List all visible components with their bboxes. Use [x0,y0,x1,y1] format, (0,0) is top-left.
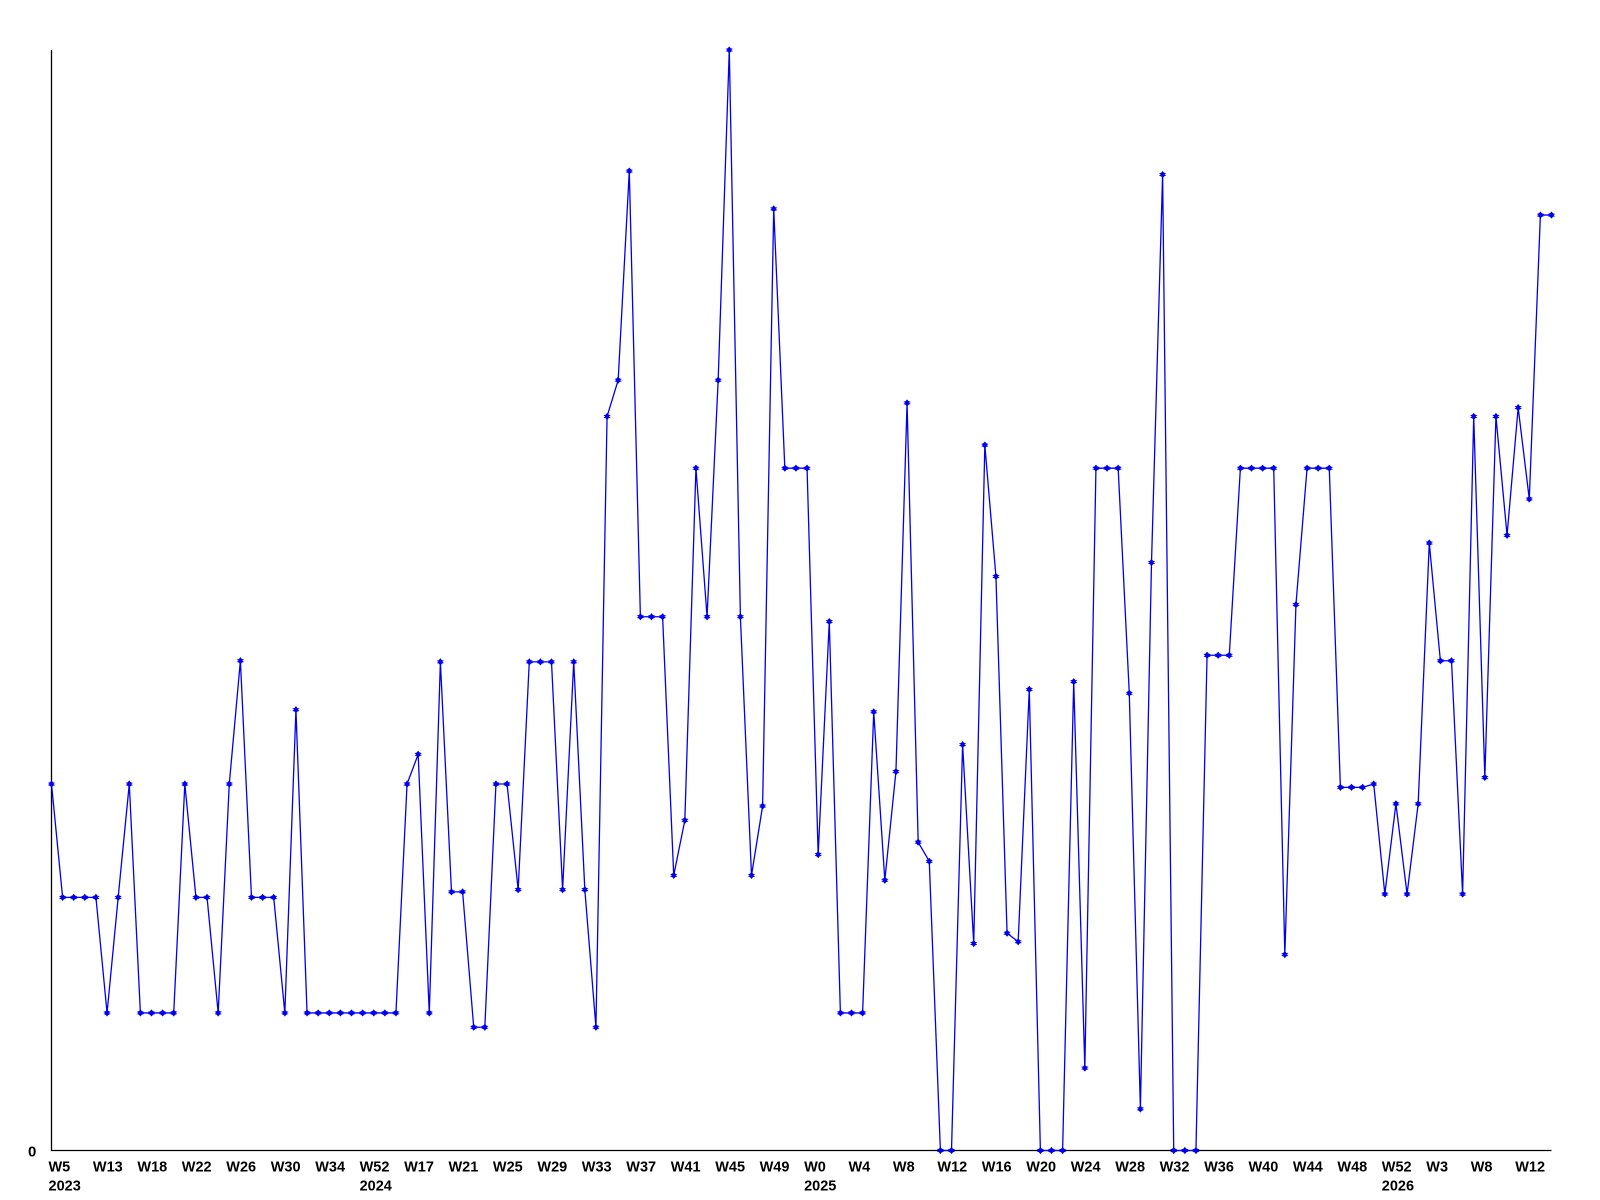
svg-text:W0: W0 [804,1160,826,1176]
svg-text:W29: W29 [537,1160,567,1176]
svg-text:W32: W32 [1160,1160,1190,1176]
svg-text:2025: 2025 [804,1179,836,1195]
svg-text:0: 0 [28,1144,36,1161]
svg-text:W22: W22 [182,1160,212,1176]
svg-text:W8: W8 [893,1160,915,1176]
svg-text:2026: 2026 [1382,1179,1414,1195]
svg-text:W12: W12 [1515,1160,1545,1176]
svg-text:W44: W44 [1293,1160,1323,1176]
svg-text:W37: W37 [626,1160,656,1176]
svg-text:W3: W3 [1426,1160,1448,1176]
svg-text:W30: W30 [271,1160,301,1176]
svg-text:W20: W20 [1026,1160,1056,1176]
svg-text:W18: W18 [137,1160,167,1176]
svg-text:W12: W12 [937,1160,967,1176]
svg-text:W45: W45 [715,1160,745,1176]
svg-text:W25: W25 [493,1160,523,1176]
svg-text:W52: W52 [1382,1160,1412,1176]
svg-text:W52: W52 [360,1160,390,1176]
svg-text:W40: W40 [1249,1160,1279,1176]
svg-text:W8: W8 [1471,1160,1493,1176]
svg-text:W24: W24 [1071,1160,1101,1176]
svg-text:2023: 2023 [49,1179,81,1195]
svg-text:W26: W26 [226,1160,256,1176]
svg-text:W49: W49 [760,1160,790,1176]
svg-text:W34: W34 [315,1160,345,1176]
svg-text:2024: 2024 [360,1179,392,1195]
svg-text:W17: W17 [404,1160,434,1176]
svg-text:W13: W13 [93,1160,123,1176]
svg-text:W5: W5 [49,1160,71,1176]
svg-text:W28: W28 [1115,1160,1145,1176]
svg-text:W4: W4 [849,1160,871,1176]
svg-text:W21: W21 [449,1160,479,1176]
svg-text:W36: W36 [1204,1160,1234,1176]
svg-text:W41: W41 [671,1160,701,1176]
svg-text:W16: W16 [982,1160,1012,1176]
svg-text:W33: W33 [582,1160,612,1176]
svg-text:W48: W48 [1337,1160,1367,1176]
